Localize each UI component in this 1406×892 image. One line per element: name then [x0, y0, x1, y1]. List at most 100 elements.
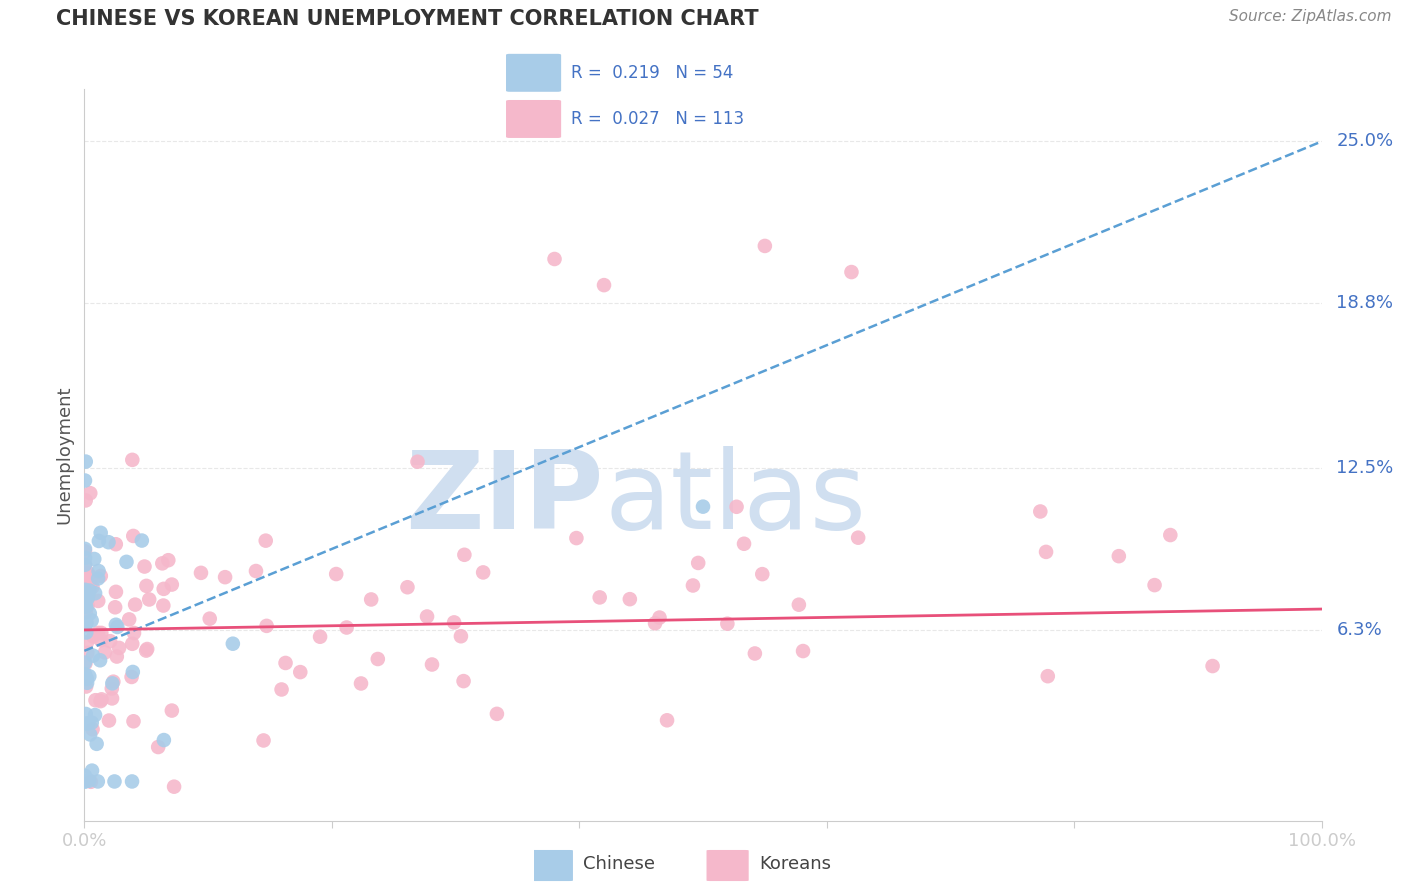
Point: [841, 265, 863, 279]
Point: [360, 592, 382, 607]
Point: [73, 656, 96, 670]
Point: [453, 548, 475, 562]
Point: [84, 586, 107, 600]
Point: [75, 599, 97, 614]
Point: [754, 239, 776, 253]
Point: [76, 646, 98, 660]
Point: [105, 620, 128, 634]
Point: [94, 645, 117, 659]
Point: [84, 693, 107, 707]
Point: [1108, 549, 1130, 563]
Point: [73, 774, 96, 789]
Point: [73, 550, 96, 565]
Point: [152, 582, 174, 596]
Point: [73, 558, 96, 572]
Point: [80, 774, 103, 789]
Point: [1035, 545, 1057, 559]
Point: [82, 648, 104, 663]
Point: [76, 566, 98, 580]
Point: [121, 637, 143, 651]
Point: [90, 694, 112, 708]
Point: [274, 656, 297, 670]
Point: [105, 649, 128, 664]
Point: [90, 633, 112, 648]
Point: [87, 564, 110, 578]
Point: [733, 537, 755, 551]
Point: [1201, 659, 1223, 673]
Point: [73, 769, 96, 783]
Point: [198, 612, 221, 626]
Point: [131, 533, 153, 548]
Point: [101, 681, 124, 696]
Point: [79, 583, 101, 598]
Point: [80, 764, 103, 778]
Point: [214, 570, 236, 584]
Point: [256, 619, 278, 633]
Point: [152, 599, 174, 613]
Point: [87, 774, 110, 789]
Point: [688, 556, 710, 570]
Point: [77, 773, 100, 788]
Point: [75, 493, 97, 508]
Point: [148, 739, 170, 754]
Point: [103, 674, 125, 689]
Point: [744, 647, 766, 661]
FancyBboxPatch shape: [506, 54, 561, 92]
Point: [115, 555, 138, 569]
Point: [97, 535, 120, 549]
Point: [108, 640, 131, 655]
Text: Koreans: Koreans: [759, 855, 831, 873]
Point: [846, 531, 869, 545]
Point: [75, 625, 97, 640]
Point: [73, 667, 96, 681]
Point: [90, 626, 112, 640]
Text: R =  0.027   N = 113: R = 0.027 N = 113: [571, 111, 745, 128]
Point: [87, 571, 110, 585]
Point: [619, 592, 641, 607]
Point: [420, 657, 443, 672]
Point: [75, 680, 97, 694]
Point: [589, 591, 612, 605]
Text: ZIP: ZIP: [405, 446, 605, 552]
Text: Source: ZipAtlas.com: Source: ZipAtlas.com: [1229, 9, 1392, 24]
Y-axis label: Unemployment: Unemployment: [55, 385, 73, 524]
Point: [485, 706, 508, 721]
Point: [252, 733, 274, 747]
Point: [75, 454, 97, 468]
Point: [245, 564, 267, 578]
Point: [118, 612, 141, 626]
Point: [79, 607, 101, 621]
Point: [90, 692, 112, 706]
Point: [254, 533, 277, 548]
Point: [75, 706, 97, 721]
Point: [121, 665, 143, 679]
Point: [104, 600, 127, 615]
Point: [406, 455, 429, 469]
Text: R =  0.219   N = 54: R = 0.219 N = 54: [571, 64, 734, 82]
Point: [135, 643, 157, 657]
Point: [73, 574, 96, 589]
Point: [86, 737, 108, 751]
Point: [270, 682, 292, 697]
Point: [122, 529, 145, 543]
Point: [77, 716, 100, 731]
Point: [153, 733, 176, 747]
Point: [1029, 504, 1052, 518]
Point: [682, 578, 704, 592]
Point: [122, 714, 145, 729]
Point: [73, 558, 96, 572]
Point: [136, 642, 159, 657]
Point: [76, 635, 98, 649]
Point: [73, 541, 96, 556]
Point: [75, 606, 97, 620]
Point: [76, 599, 98, 613]
Point: [450, 629, 472, 643]
Point: [75, 599, 97, 614]
Point: [79, 669, 101, 683]
Point: [163, 780, 186, 794]
Point: [101, 676, 124, 690]
Point: [543, 252, 565, 266]
Point: [89, 653, 111, 667]
Point: [453, 674, 475, 689]
Point: [396, 580, 419, 594]
